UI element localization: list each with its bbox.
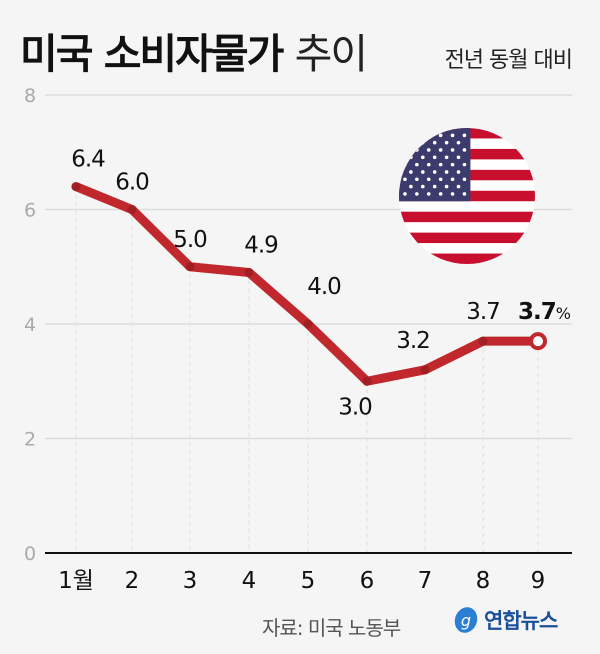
data-label: 6.4 (71, 147, 105, 173)
data-point (420, 365, 430, 375)
us-flag-icon (399, 128, 535, 264)
title-light: 추이 (294, 30, 368, 78)
data-label: 3.7 (466, 299, 500, 325)
x-tick-label: 9 (531, 568, 546, 594)
x-tick-label: 4 (242, 568, 257, 594)
x-tick-label: 1월 (58, 568, 94, 594)
data-label: 3.0 (338, 394, 372, 420)
data-point-last (529, 332, 547, 351)
y-tick-label: 2 (24, 429, 36, 451)
data-label: 6.0 (115, 170, 149, 196)
unit-note: 전년 동월 대비 (444, 48, 573, 73)
x-tick-label: 2 (125, 568, 140, 594)
yonhap-logo: g 연합뉴스 (452, 605, 558, 635)
yonhap-logo-icon: g (454, 607, 478, 633)
data-point (244, 267, 254, 277)
logo-text: 연합뉴스 (484, 609, 558, 633)
title-bold: 미국 소비자물가 (20, 30, 284, 78)
data-point (478, 336, 488, 346)
data-point (362, 376, 372, 386)
data-point (127, 205, 137, 214)
x-tick-label: 5 (301, 568, 316, 594)
x-tick-label: 6 (360, 568, 375, 594)
source-note: 자료: 미국 노동부 (262, 616, 401, 640)
y-tick-label: 0 (24, 543, 36, 565)
unit-suffix: % (556, 304, 571, 323)
page-title: 미국 소비자물가 추이 (20, 20, 368, 80)
data-label: 4.0 (307, 274, 341, 300)
y-tick-label: 8 (24, 85, 36, 107)
svg-text:g: g (461, 611, 471, 630)
data-label: 3.7% (518, 299, 571, 325)
y-tick-label: 4 (24, 314, 36, 336)
x-tick-label: 7 (418, 568, 433, 594)
x-tick-label: 3 (183, 568, 198, 594)
y-tick-label: 6 (24, 200, 36, 222)
data-label: 5.0 (173, 227, 207, 253)
data-point (185, 262, 195, 272)
data-point (71, 182, 81, 192)
data-label: 3.2 (396, 328, 430, 354)
data-point (303, 319, 313, 329)
data-label: 4.9 (244, 232, 278, 258)
x-tick-label: 8 (476, 568, 491, 594)
